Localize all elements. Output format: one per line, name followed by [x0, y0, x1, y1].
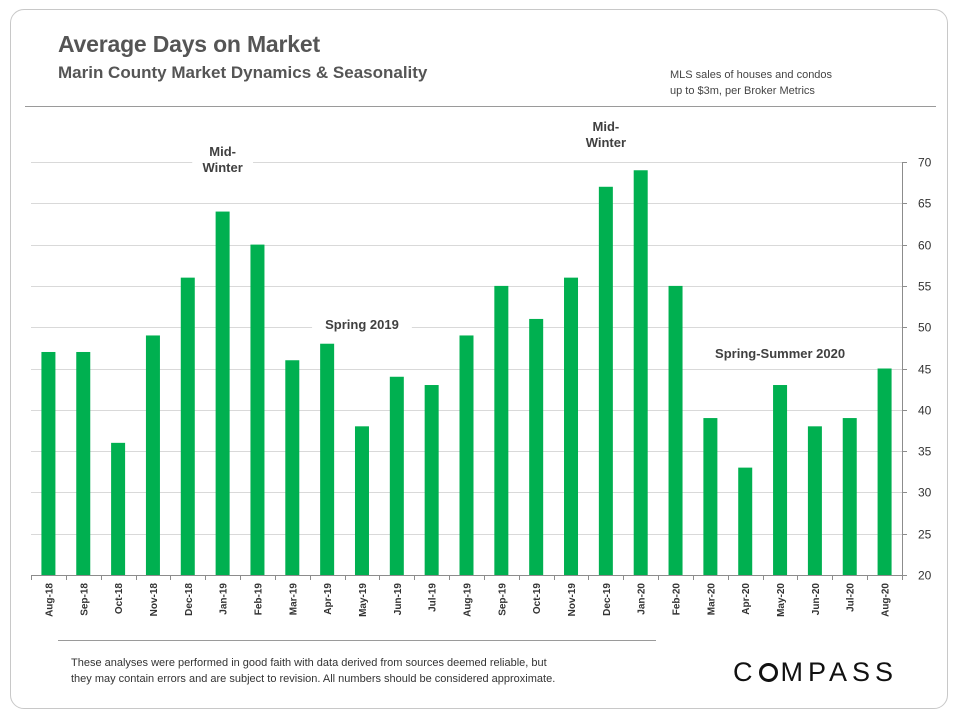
y-tick-label: 50: [918, 321, 932, 335]
disclaimer-line-1: These analyses were performed in good fa…: [71, 657, 547, 669]
annotation-label: Mid-: [593, 119, 620, 134]
bar: [598, 186, 613, 575]
x-tick-label: Apr-20: [741, 583, 752, 615]
x-tick-label: Mar-20: [706, 583, 717, 616]
bar: [633, 170, 648, 575]
source-note: MLS sales of houses and condos up to $3m…: [670, 67, 900, 99]
y-tick-label: 40: [918, 404, 932, 418]
x-tick-label: Jan-20: [637, 583, 648, 615]
x-tick-label: Aug-20: [881, 583, 892, 617]
y-tick-label: 70: [918, 156, 932, 170]
bar: [250, 244, 265, 575]
logo-text-left: C: [733, 657, 758, 687]
x-tick-label: Apr-19: [323, 583, 334, 615]
annotation-background: [312, 315, 412, 336]
x-tick-label: Oct-19: [532, 583, 543, 615]
source-note-line-2: up to $3m, per Broker Metrics: [670, 85, 815, 97]
x-tick-label: Aug-19: [463, 583, 474, 617]
x-tick-label: Nov-18: [149, 583, 160, 617]
x-tick-label: Feb-20: [672, 583, 683, 616]
bar: [215, 211, 230, 575]
x-tick-label: Sep-19: [497, 583, 508, 616]
x-tick-label: Jul-19: [428, 583, 439, 612]
annotation-label: Mid-: [209, 144, 236, 159]
bar: [145, 335, 160, 575]
source-note-line-1: MLS sales of houses and condos: [670, 69, 833, 81]
x-tick-label: Dec-19: [602, 583, 613, 616]
y-tick-label: 20: [918, 569, 932, 583]
x-tick-label: Nov-19: [567, 583, 578, 617]
x-tick-label: May-19: [358, 583, 369, 617]
x-tick-label: Dec-18: [184, 583, 195, 616]
bar: [180, 277, 195, 575]
annotation-background: [575, 117, 637, 154]
x-tick-label: Oct-18: [114, 583, 125, 615]
y-tick-label: 60: [918, 239, 932, 253]
chart-title: Average Days on Market: [58, 31, 320, 57]
x-tick-label: Jun-19: [393, 583, 404, 616]
annotation-label: Spring-Summer 2020: [715, 346, 845, 361]
annotation-label: Winter: [202, 160, 242, 175]
bar: [389, 376, 404, 575]
bar: [111, 442, 126, 575]
bar: [529, 318, 544, 575]
x-tick-label: Aug-18: [44, 583, 55, 617]
bar: [459, 335, 474, 575]
disclaimer: These analyses were performed in good fa…: [71, 655, 671, 687]
y-tick-label: 35: [918, 445, 932, 459]
annotation-label: Winter: [586, 135, 626, 150]
y-tick-label: 65: [918, 197, 932, 211]
bar: [76, 351, 91, 575]
bar: [564, 277, 579, 575]
compass-logo: C MPASS: [733, 657, 898, 688]
disclaimer-line-2: they may contain errors and are subject …: [71, 673, 556, 685]
y-tick-label: 30: [918, 486, 932, 500]
x-tick-label: Mar-19: [288, 583, 299, 616]
y-tick-label: 45: [918, 363, 932, 377]
bar: [773, 385, 788, 575]
x-tick-label: May-20: [776, 583, 787, 617]
x-tick-label: Sep-18: [79, 583, 90, 616]
bar: [738, 467, 753, 575]
x-tick-label: Jan-19: [219, 583, 230, 615]
bar: [877, 368, 892, 575]
y-tick-label: 55: [918, 280, 932, 294]
bar: [320, 343, 335, 575]
bar: [41, 351, 56, 575]
bar: [354, 426, 369, 575]
bar: [494, 285, 509, 575]
annotation-label: Spring 2019: [325, 317, 399, 332]
logo-o-ring-icon: [758, 663, 778, 682]
bar: [703, 418, 718, 575]
annotation-background: [702, 344, 858, 365]
x-tick-label: Jun-20: [811, 583, 822, 616]
logo-text-right: MPASS: [780, 657, 899, 687]
chart-subtitle: Marin County Market Dynamics & Seasonali…: [58, 63, 428, 82]
footer-divider: [58, 640, 656, 641]
header-divider: [25, 106, 936, 107]
bar: [842, 418, 857, 575]
x-tick-label: Feb-19: [253, 583, 264, 616]
x-tick-label: Jul-20: [846, 583, 857, 612]
bar: [668, 285, 683, 575]
annotation-background: [192, 142, 254, 178]
bar: [285, 360, 300, 575]
y-tick-label: 25: [918, 528, 932, 542]
slide-frame: [10, 9, 948, 709]
bar: [424, 385, 439, 575]
bar: [807, 426, 822, 575]
